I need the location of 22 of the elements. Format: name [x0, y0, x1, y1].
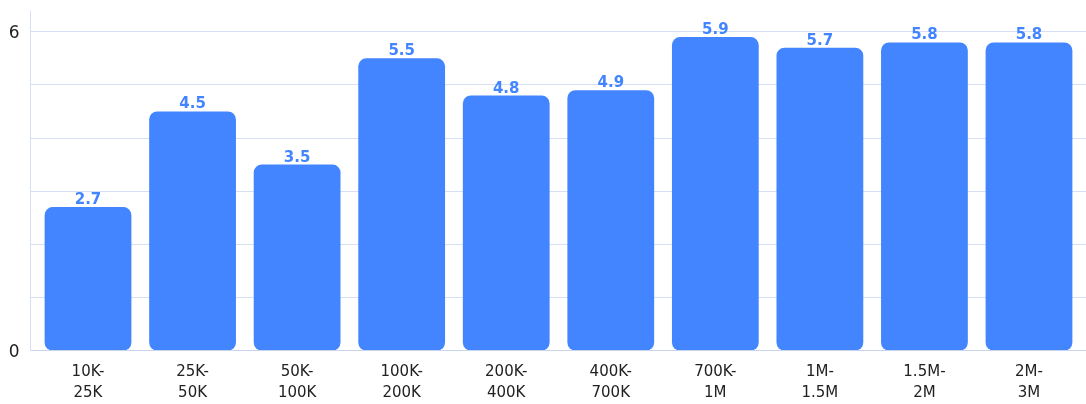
- x-tick-label: 10K- 25K: [71, 361, 105, 402]
- data-label: 5.9: [702, 20, 729, 39]
- y-tick-label: 0: [8, 341, 20, 361]
- data-label: 3.5: [283, 147, 311, 166]
- data-label: 4.8: [492, 78, 520, 97]
- x-tick-label: 1.5M- 2M: [903, 361, 946, 402]
- data-label: 4.5: [179, 94, 206, 113]
- data-label: 5.7: [806, 30, 834, 49]
- x-tick-label: 100K- 200K: [380, 361, 423, 402]
- y-tick-label: 6: [8, 22, 20, 43]
- x-tick-label: 200K- 400K: [485, 361, 528, 402]
- data-label: 5.8: [1015, 25, 1043, 44]
- data-label: 5.8: [911, 25, 938, 44]
- x-tick-label: 400K- 700K: [589, 361, 632, 402]
- x-tick-label: 1M- 1.5M: [801, 361, 839, 402]
- x-tick-label: 2M- 3M: [1015, 361, 1043, 402]
- data-label: 5.5: [388, 41, 415, 60]
- x-tick-label: 25K- 50K: [176, 361, 209, 402]
- data-label: 2.7: [74, 190, 102, 209]
- data-label: 4.9: [597, 73, 625, 92]
- x-tick-label: 700K- 1M: [694, 361, 737, 402]
- x-tick-label: 50K- 100K: [277, 361, 318, 402]
